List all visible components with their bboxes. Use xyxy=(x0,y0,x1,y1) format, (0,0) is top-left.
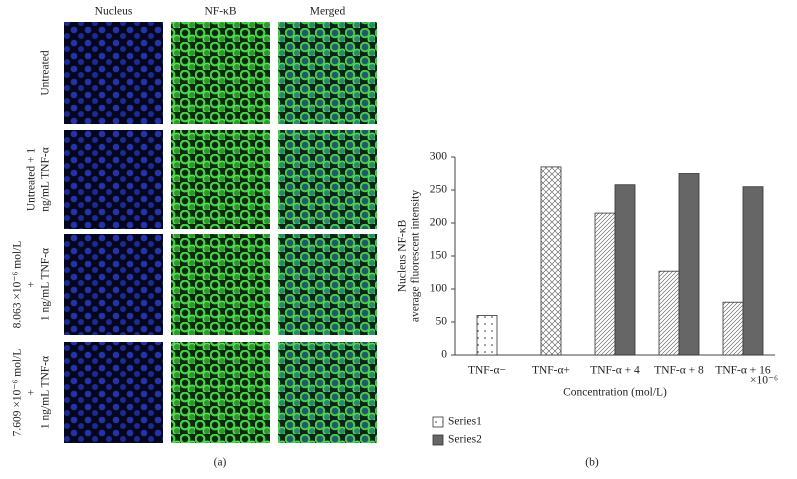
row-label: 8.063 ×10⁻⁶ mol/L xyxy=(12,241,24,329)
x-tick-label: TNF-α− xyxy=(468,365,506,377)
micrograph xyxy=(64,234,163,335)
x-axis-label: Concentration (mol/L) xyxy=(563,387,667,399)
bar xyxy=(614,184,636,356)
bar xyxy=(476,314,498,356)
bar xyxy=(658,270,680,356)
micrograph xyxy=(171,234,270,335)
row-label: ng/mL TNF-α xyxy=(40,147,52,212)
legend-label: Series2 xyxy=(448,434,482,446)
y-tick-label: 150 xyxy=(430,250,448,262)
y-axis-label: Nucleus NF-κB xyxy=(397,219,409,292)
micrograph xyxy=(278,342,377,443)
column-header: NF-κB xyxy=(205,6,237,18)
x-tick-label: TNF-α + 8 xyxy=(654,365,704,377)
row-label: Untreated + 1 xyxy=(26,148,38,212)
legend-swatch xyxy=(432,416,444,428)
row-label: 1 ng/mL TNF-α xyxy=(40,356,52,429)
micrograph xyxy=(171,342,270,443)
y-axis-label: average fluorescent intensity xyxy=(410,190,422,322)
row-label: 1 ng/mL TNF-α xyxy=(40,248,52,321)
micrograph xyxy=(64,22,163,124)
bar xyxy=(742,186,764,356)
y-tick-label: 100 xyxy=(430,283,448,295)
column-header: Merged xyxy=(310,6,346,18)
x-tick-label: TNF-α + 16 xyxy=(715,365,771,377)
annotation: ×10⁻⁶ xyxy=(750,375,778,387)
y-tick-label: 250 xyxy=(430,184,448,196)
bar xyxy=(540,166,562,356)
x-tick-label: TNF-α+ xyxy=(532,365,570,377)
y-tick-label: 0 xyxy=(441,349,447,361)
micrograph xyxy=(64,130,163,229)
legend-swatch xyxy=(432,434,444,446)
column-header: Nucleus xyxy=(95,6,133,18)
bar xyxy=(678,173,700,356)
row-label: + xyxy=(26,281,38,288)
micrograph xyxy=(278,234,377,335)
micrograph xyxy=(64,342,163,443)
micrograph xyxy=(171,22,270,124)
y-tick-label: 50 xyxy=(436,316,448,328)
micrograph xyxy=(171,130,270,229)
row-label: 7.609 ×10⁻⁶ mol/L xyxy=(12,349,24,437)
y-tick-label: 200 xyxy=(430,217,448,229)
caption: (b) xyxy=(585,457,599,469)
bar xyxy=(594,212,616,356)
x-tick-label: TNF-α + 4 xyxy=(590,365,640,377)
row-label: Untreated xyxy=(40,50,52,96)
row-label: + xyxy=(26,389,38,396)
legend-label: Series1 xyxy=(448,416,482,428)
y-tick-label: 300 xyxy=(430,151,448,163)
bar xyxy=(722,301,744,356)
caption: (a) xyxy=(214,457,227,469)
micrograph xyxy=(278,22,377,124)
micrograph xyxy=(278,130,377,229)
